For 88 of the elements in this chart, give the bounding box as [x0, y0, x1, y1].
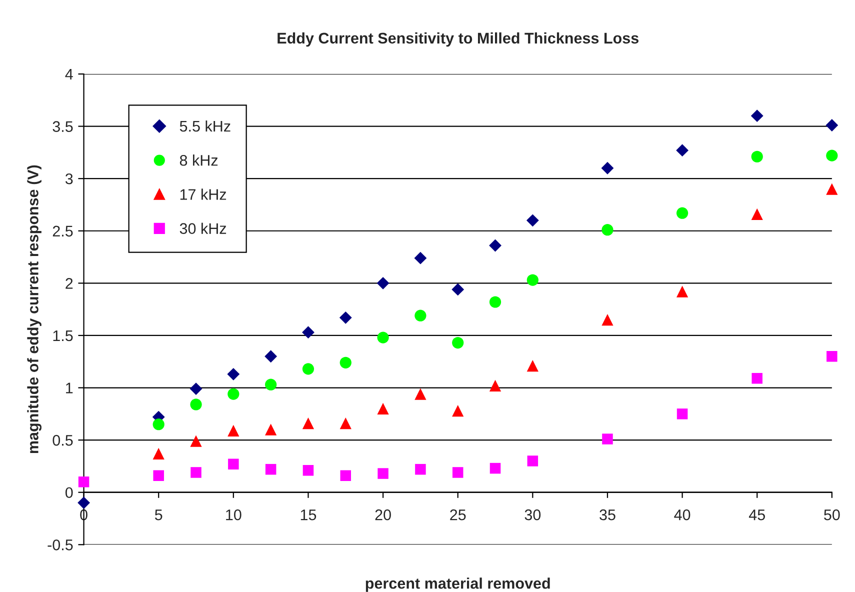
point — [190, 435, 202, 447]
point — [490, 462, 501, 474]
point — [340, 356, 352, 368]
point — [676, 408, 688, 420]
point — [265, 464, 276, 475]
point — [826, 150, 838, 162]
x-axis-title: percent material removed — [366, 578, 550, 592]
point — [489, 296, 502, 308]
point — [302, 418, 314, 430]
x-tick-label: 45 — [748, 510, 765, 520]
legend-label: 30 kHz — [180, 222, 226, 234]
point — [228, 424, 240, 436]
point — [452, 404, 464, 417]
point — [676, 144, 688, 157]
chart-title: Eddy Current Sensitivity to Milled Thickness Loss — [278, 32, 638, 47]
point — [190, 467, 202, 478]
point — [602, 314, 614, 326]
x-tick-label: 20 — [375, 509, 391, 520]
point — [265, 378, 277, 390]
point — [302, 363, 314, 375]
point — [526, 214, 539, 227]
point — [152, 448, 164, 460]
x-tick-label: 50 — [824, 509, 840, 520]
point — [414, 252, 427, 264]
point — [527, 456, 538, 466]
point — [339, 311, 352, 324]
point — [526, 360, 538, 372]
point — [78, 496, 90, 510]
legend-label: 5.5 kHz — [180, 120, 230, 132]
point — [264, 350, 278, 363]
point — [826, 119, 838, 132]
point — [340, 470, 352, 481]
point — [452, 467, 464, 478]
legend-label: 17 kHz — [180, 188, 226, 200]
point — [489, 239, 502, 252]
point — [227, 368, 240, 380]
point — [190, 398, 202, 410]
y-tick-label: 2 — [66, 278, 73, 289]
x-tick-label: 10 — [226, 509, 242, 520]
point — [750, 110, 764, 122]
point — [228, 388, 240, 400]
point — [489, 380, 502, 392]
point — [265, 424, 277, 436]
point — [751, 150, 763, 162]
y-tick-label: 3 — [65, 173, 73, 184]
x-tick-label: 5 — [154, 510, 162, 520]
point — [752, 372, 762, 384]
point — [826, 351, 838, 362]
point — [676, 286, 688, 298]
point — [526, 274, 538, 286]
point — [378, 468, 388, 479]
y-tick-label: 2.5 — [52, 226, 73, 237]
point — [377, 332, 389, 344]
point — [601, 162, 614, 174]
x-tick-label: 25 — [450, 509, 466, 520]
y-tick-label: 3.5 — [52, 121, 73, 132]
y-axis-title: magnitude of eddy current response (V) — [27, 165, 42, 454]
y-tick-label: 0.5 — [52, 434, 73, 446]
legend-label: 8 kHz — [180, 154, 218, 166]
point — [78, 476, 90, 488]
x-tick-label: 40 — [674, 509, 690, 520]
x-tick-label: 35 — [600, 509, 616, 520]
point — [377, 402, 389, 414]
point — [414, 310, 426, 322]
point — [376, 276, 390, 290]
point — [228, 458, 239, 470]
point — [415, 464, 426, 475]
y-tick-label: -0.5 — [48, 540, 73, 550]
point — [152, 418, 164, 430]
point — [452, 336, 464, 349]
point — [602, 224, 614, 236]
y-tick-label: 0 — [65, 487, 73, 498]
point — [153, 470, 164, 481]
point — [302, 465, 314, 476]
y-tick-label: 1 — [66, 382, 73, 394]
point — [302, 326, 314, 339]
point — [452, 283, 464, 296]
point — [414, 388, 426, 400]
y-tick-label: 1.5 — [53, 330, 73, 342]
x-tick-label: 30 — [524, 509, 541, 520]
point — [826, 183, 838, 195]
point — [751, 208, 763, 220]
y-tick-label: 4 — [65, 69, 73, 80]
point — [190, 382, 202, 396]
point — [340, 418, 352, 430]
point — [602, 434, 613, 444]
point — [676, 207, 688, 219]
x-tick-label: 15 — [300, 510, 316, 520]
